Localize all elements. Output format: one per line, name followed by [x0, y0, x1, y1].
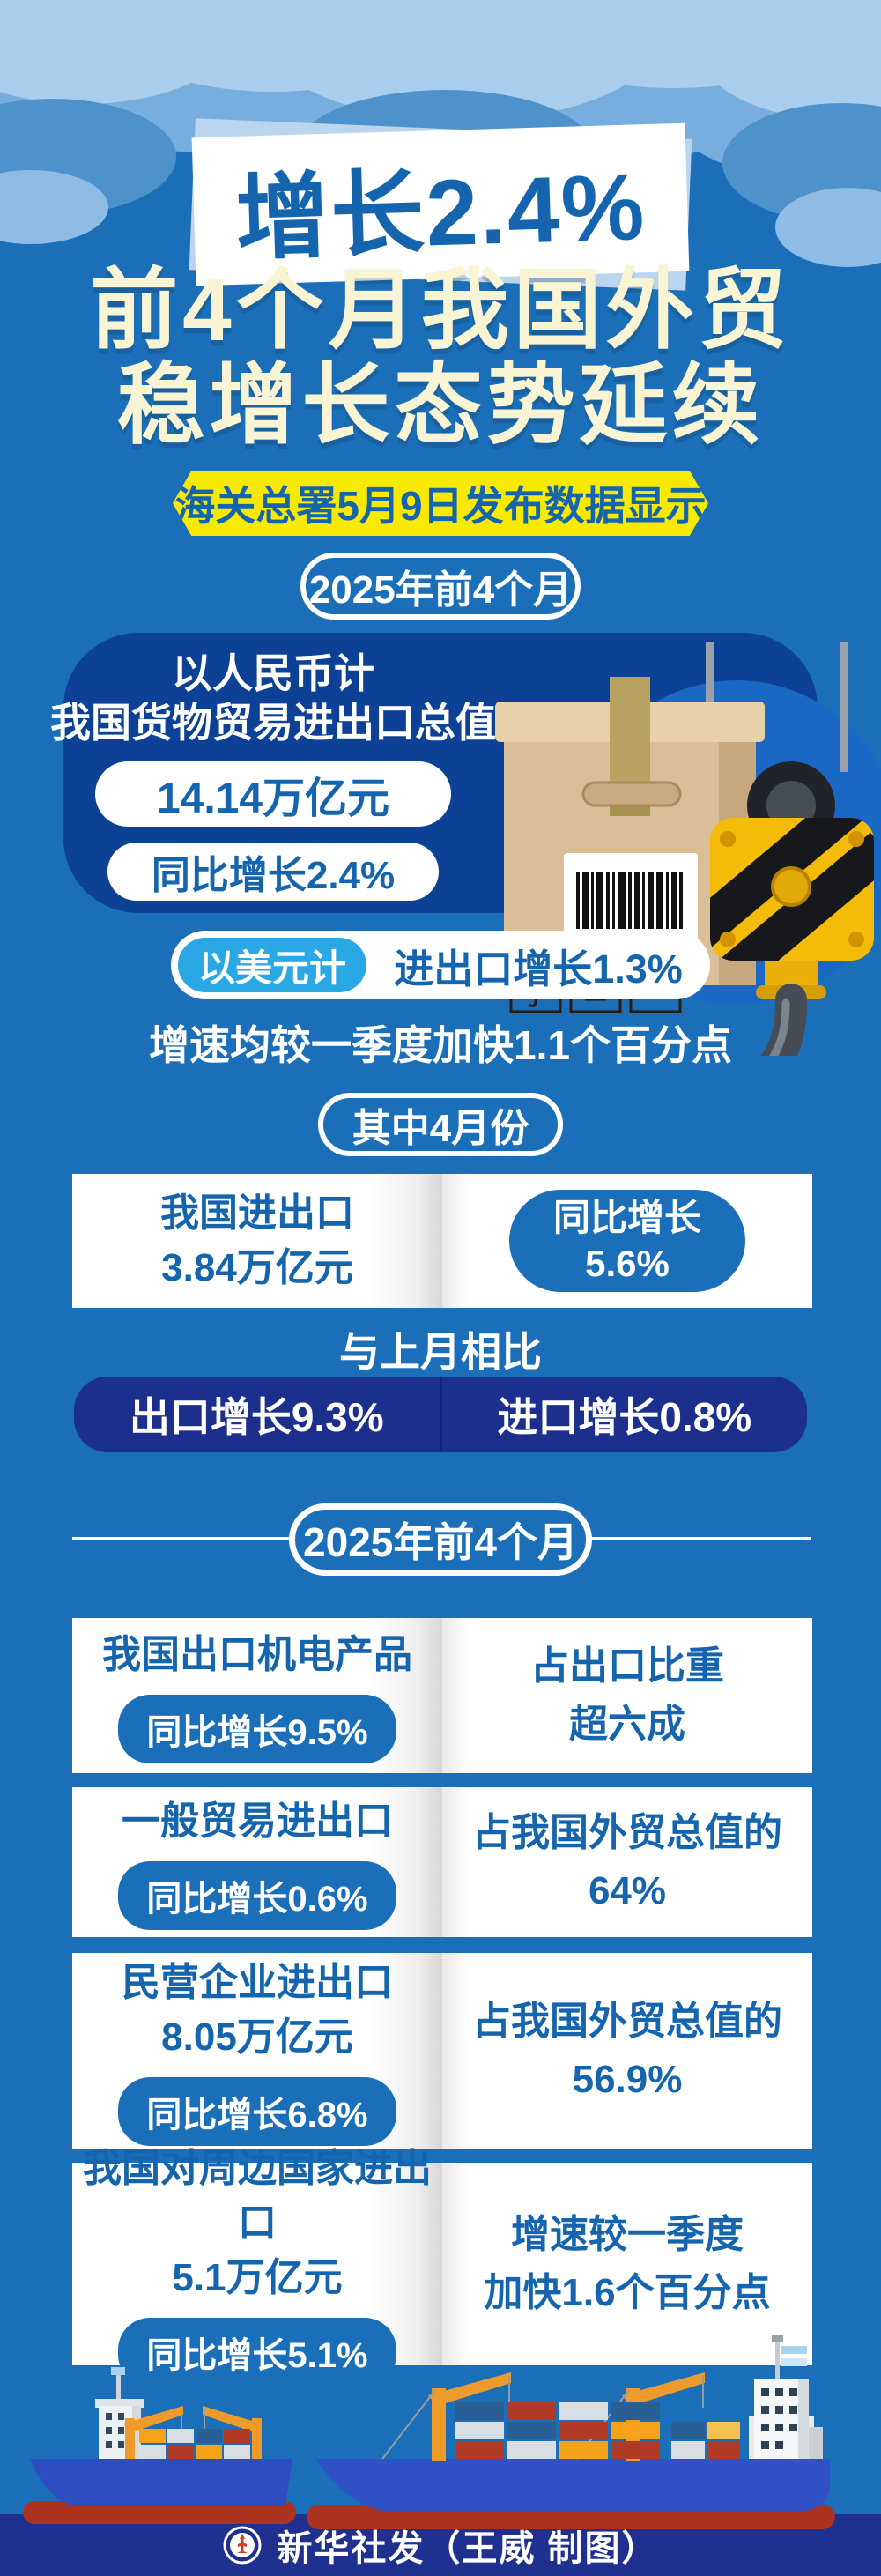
main-title-line1: 前4个月我国外贸	[90, 261, 791, 360]
stat-card-right-line1: 增速较一季度	[511, 2213, 744, 2256]
compare-label: 与上月相比	[339, 1329, 542, 1375]
april-period-pill: 其中4月份	[318, 1093, 563, 1156]
small-cargo-ship	[23, 2367, 296, 2524]
rmb-panel-texts: 以人民币计 我国货物贸易进出口总值 14.14万亿元 同比增长2.4%	[35, 649, 511, 901]
section-divider-pill: 2025年前4个月	[289, 1503, 592, 1576]
footer-credit-text: 新华社发（王威 制图）	[277, 2529, 659, 2568]
stat-card-growth-pill: 同比增长5.1%	[118, 2318, 396, 2387]
large-ship-cranes	[381, 2372, 705, 2461]
cargo-ships-illustration	[23, 2335, 835, 2529]
stat-card-left: 我国对周边国家进出口 5.1万亿元 同比增长5.1%	[72, 2147, 442, 2387]
stat-card-general-trade: 一般贸易进出口 同比增长0.6% 占我国外贸总值的 64%	[72, 1787, 812, 1937]
usd-row: 以美元计 进出口增长1.3%	[171, 931, 710, 999]
rmb-caption-line2: 我国货物贸易进出口总值	[50, 700, 496, 746]
small-ship-containers	[139, 2429, 250, 2459]
stat-card-left: 民营企业进出口 8.05万亿元 同比增长6.8%	[72, 1953, 442, 2149]
stat-card-title: 一般贸易进出口	[122, 1800, 393, 1843]
april-card-left-line1: 我国进出口	[160, 1191, 354, 1235]
main-title-line2: 稳增长态势延续	[116, 356, 765, 455]
stat-card-title: 民营企业进出口	[122, 1961, 393, 2004]
yoy-oval-line2: 5.6%	[585, 1243, 670, 1284]
stat-card-right: 占我国外贸总值的 64%	[442, 1787, 812, 1937]
april-card-left-line2: 3.84万亿元	[161, 1246, 353, 1289]
rmb-growth-pill: 同比增长2.4%	[107, 843, 439, 901]
stat-card-right-line2: 加快1.6个百分点	[484, 2271, 771, 2314]
subtitle-banner: 海关总署5月9日发布数据显示	[173, 471, 708, 536]
stat-card-right-line2: 超六成	[569, 1703, 685, 1746]
stat-card-value: 8.05万亿元	[161, 2016, 353, 2059]
stat-card-growth-pill: 同比增长6.8%	[118, 2077, 396, 2146]
stat-card-right-line2: 64%	[588, 1869, 667, 1912]
usd-growth-text: 进出口增长1.3%	[394, 946, 683, 991]
stat-card-right-line2: 56.9%	[572, 2058, 683, 2101]
yoy-oval-line1: 同比增长	[552, 1197, 701, 1238]
compare-bar-import: 进口增长0.8%	[497, 1394, 752, 1440]
crane-hook-icon	[710, 761, 874, 1056]
stat-card-right-line1: 占我国外贸总值的	[472, 2000, 782, 2043]
stat-card-growth-pill: 同比增长0.6%	[118, 1861, 396, 1930]
yoy-growth-oval: 同比增长 5.6%	[509, 1190, 745, 1292]
stat-card-title: 我国对周边国家进出口	[83, 2147, 432, 2245]
stat-card-right-line1: 占出口比重	[530, 1644, 724, 1688]
stat-card-neighboring-countries: 我国对周边国家进出口 5.1万亿元 同比增长5.1% 增速较一季度 加快1.6个…	[72, 2147, 812, 2387]
compare-bar-divider	[439, 1377, 442, 1452]
compare-bar-export: 出口增长9.3%	[129, 1394, 384, 1440]
stat-card-right-line1: 占我国外贸总值的	[472, 1811, 782, 1854]
stat-card-left: 我国出口机电产品 同比增长9.5%	[72, 1618, 442, 1773]
april-card: 我国进出口 3.84万亿元 同比增长 5.6%	[72, 1174, 812, 1308]
barcode-icon	[564, 853, 698, 948]
large-ship-containers	[455, 2402, 740, 2459]
stat-card-left: 一般贸易进出口 同比增长0.6%	[72, 1787, 442, 1937]
period-pill-top: 2025年前4个月	[300, 553, 581, 620]
stat-card-value: 5.1万亿元	[172, 2256, 343, 2299]
stat-card-right: 占我国外贸总值的 56.9%	[442, 1953, 812, 2149]
stat-card-machinery: 我国出口机电产品 同比增长9.5% 占出口比重 超六成	[72, 1618, 812, 1773]
growth-badge: 增长2.4%	[189, 118, 692, 291]
xinhua-logo-icon	[223, 2526, 262, 2565]
april-card-right: 同比增长 5.6%	[442, 1174, 812, 1308]
main-title: 前4个月我国外贸 稳增长态势延续	[0, 263, 881, 453]
growth-badge-text: 增长2.4%	[233, 155, 648, 271]
stat-card-title: 我国出口机电产品	[102, 1633, 412, 1676]
usd-tag-pill: 以美元计	[178, 938, 366, 992]
rmb-value-pill: 14.14万亿元	[95, 761, 451, 827]
large-cargo-ship	[307, 2335, 835, 2529]
clouds-decoration	[0, 0, 881, 267]
stat-card-right: 增速较一季度 加快1.6个百分点	[442, 2163, 812, 2365]
large-ship-superstructure	[749, 2335, 823, 2459]
stat-card-private-enterprise: 民营企业进出口 8.05万亿元 同比增长6.8% 占我国外贸总值的 56.9%	[72, 1953, 812, 2149]
stat-card-growth-pill: 同比增长9.5%	[118, 1695, 396, 1763]
footer-credit-row: 新华社发（王威 制图）	[0, 2514, 881, 2576]
stat-card-right: 占出口比重 超六成	[442, 1618, 812, 1773]
rmb-caption-line1: 以人民币计	[172, 650, 374, 696]
april-card-left: 我国进出口 3.84万亿元	[72, 1174, 442, 1308]
usd-note-text: 增速均较一季度加快1.1个百分点	[149, 1022, 732, 1068]
compare-bar: 出口增长9.3% 进口增长0.8%	[74, 1377, 807, 1452]
